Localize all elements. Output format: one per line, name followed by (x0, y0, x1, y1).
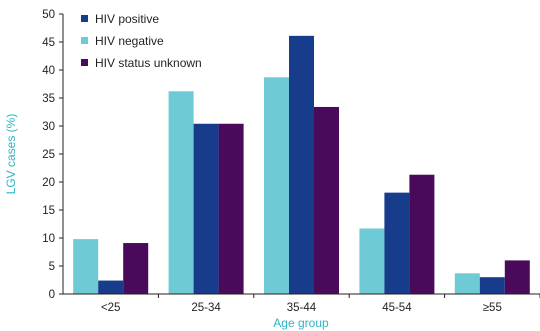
x-tick-label: 45-54 (382, 302, 412, 314)
bar-hiv-negative (359, 228, 385, 294)
legend-swatch-hiv-negative (81, 37, 88, 44)
x-tick-label: <25 (101, 302, 121, 314)
bar-hiv-status-unknown (123, 243, 149, 294)
y-tick-label: 25 (42, 149, 55, 161)
y-axis-title: LGV cases (%) (4, 114, 18, 195)
x-axis-title: Age group (273, 316, 329, 330)
legend-label-hiv-negative: HIV negative (95, 34, 164, 48)
y-tick-label: 10 (42, 233, 55, 245)
y-tick-label: 35 (42, 93, 55, 105)
bar-hiv-status-unknown (314, 106, 339, 295)
x-tick-label: 25-34 (191, 302, 221, 314)
bar-hiv-positive (289, 35, 314, 295)
bar-hiv-positive (384, 192, 410, 294)
y-tick-label: 15 (42, 205, 55, 217)
bar-hiv-negative (168, 91, 194, 294)
x-tick-label: 35-44 (287, 302, 317, 314)
y-tick-label: 40 (42, 65, 55, 77)
x-ticks-group: <25 25-34 35-44 45-54 ≥55 (101, 294, 540, 314)
y-tick-label: 45 (42, 37, 55, 49)
y-tick-label: 0 (49, 289, 55, 301)
bar-hiv-status-unknown (218, 123, 244, 294)
legend-swatch-hiv-status-unknown (81, 59, 88, 66)
y-tick-label: 5 (49, 261, 55, 273)
bar-hiv-positive (479, 277, 505, 294)
bar-hiv-status-unknown (409, 174, 435, 294)
bar-hiv-positive (98, 280, 124, 294)
bar-hiv-negative (264, 77, 289, 294)
bar-hiv-negative (73, 239, 99, 294)
bars-group (73, 35, 530, 295)
y-tick-label: 20 (42, 177, 55, 189)
x-tick-label: ≥55 (483, 302, 502, 314)
legend-label-hiv-status-unknown: HIV status unknown (95, 56, 202, 70)
y-ticks-group: 0 5 10 15 20 25 30 35 40 45 50 (42, 9, 63, 301)
y-tick-label: 30 (42, 121, 55, 133)
legend: HIV positive HIV negative HIV status unkno… (81, 12, 202, 70)
bar-hiv-positive (193, 123, 219, 294)
legend-swatch-hiv-positive (81, 15, 88, 22)
y-tick-label: 50 (42, 9, 55, 21)
bar-hiv-negative (454, 273, 480, 294)
bar-hiv-status-unknown (504, 260, 530, 294)
legend-label-hiv-positive: HIV positive (95, 12, 159, 26)
